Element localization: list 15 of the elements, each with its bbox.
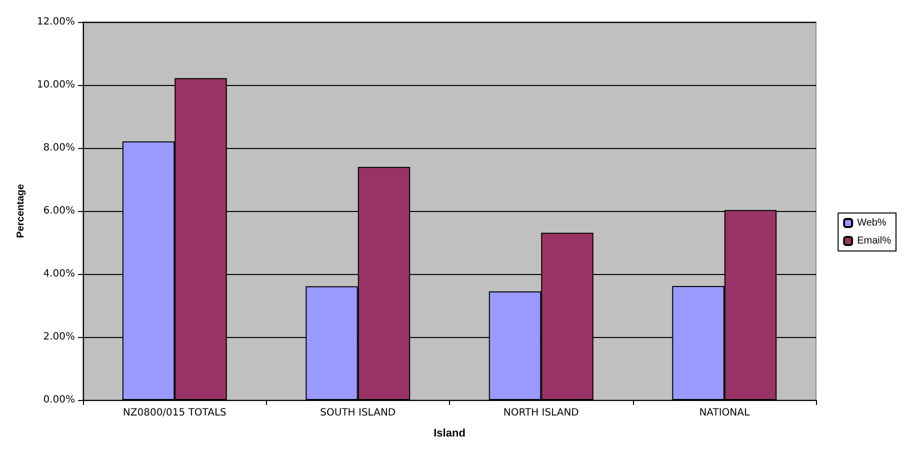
y-tick-label: 2.00%	[43, 332, 76, 342]
y-axis-title: Percentage	[16, 184, 26, 238]
x-tick-label: NATIONAL	[699, 408, 750, 418]
legend-label: Web%	[857, 218, 886, 228]
legend-label: Email%	[857, 236, 892, 246]
y-tick-label: 8.00%	[43, 142, 76, 154]
x-tick-label: NZ0800/015 TOTALS	[122, 408, 226, 418]
x-tick-label: SOUTH ISLAND	[320, 408, 396, 418]
y-tick-label: 4.00%	[43, 268, 76, 280]
y-tick-label: 6.00%	[43, 206, 76, 216]
y-tick-label: 10.00%	[36, 80, 76, 90]
y-tick-label: 12.00%	[36, 16, 76, 28]
x-axis-title: Island	[434, 428, 466, 440]
y-tick-label: 0.00%	[43, 394, 76, 406]
x-tick-label: NORTH ISLAND	[503, 408, 580, 418]
